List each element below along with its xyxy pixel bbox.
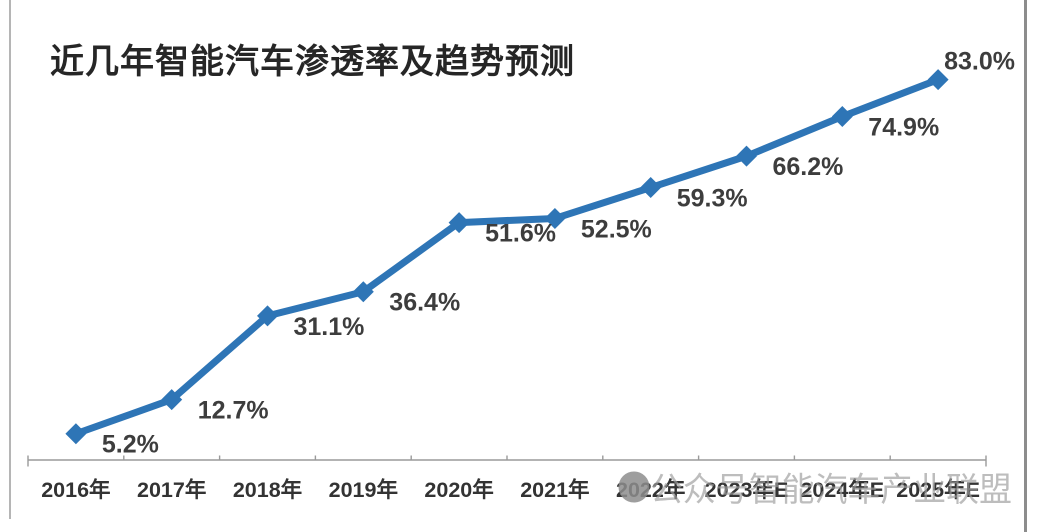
- data-point-label: 36.4%: [389, 289, 460, 317]
- data-point-marker: [544, 207, 566, 229]
- data-point-marker: [257, 305, 278, 327]
- x-axis-tick-label: 2024年E: [800, 477, 884, 502]
- data-point-label: 5.2%: [102, 431, 159, 459]
- data-point-label: 51.6%: [485, 220, 556, 248]
- data-point-label: 52.5%: [581, 215, 652, 243]
- x-axis-tick-label: 2020年: [424, 477, 493, 502]
- series-line: [72, 76, 942, 438]
- left-frame-line: [9, 0, 11, 519]
- watermark-text: 公众号智能汽车产业联盟: [650, 472, 1012, 509]
- data-point-marker: [927, 69, 949, 91]
- x-axis-tick-label: 2025年E: [896, 477, 980, 502]
- x-axis-tick-label: 2023年E: [705, 477, 789, 502]
- data-point-label: 59.3%: [677, 185, 748, 213]
- x-axis-tick-label: 2019年: [329, 477, 398, 502]
- right-frame-line: [1024, 0, 1027, 532]
- data-point-marker: [161, 389, 183, 411]
- data-point-marker: [448, 212, 470, 234]
- data-point-marker: [640, 177, 662, 199]
- chat-bubble-icon: [618, 471, 650, 503]
- data-point-marker: [831, 106, 853, 128]
- data-point-label: 83.0%: [944, 48, 1015, 76]
- x-axis-tick-label: 2017年: [137, 477, 206, 502]
- data-point-marker: [736, 145, 757, 167]
- x-axis-tick-label: 2016年: [41, 477, 110, 502]
- data-point-marker: [65, 423, 87, 445]
- chart-title: 近几年智能汽车渗透率及趋势预测: [50, 43, 575, 81]
- x-axis-tick-label: 2018年: [233, 477, 302, 502]
- data-point-label: 31.1%: [294, 313, 365, 341]
- x-axis-tick-label: 2021年: [520, 477, 589, 502]
- data-point-label: 66.2%: [773, 153, 844, 181]
- data-point-label: 74.9%: [868, 114, 939, 142]
- data-point-marker: [352, 281, 374, 303]
- data-point-label: 12.7%: [198, 397, 269, 425]
